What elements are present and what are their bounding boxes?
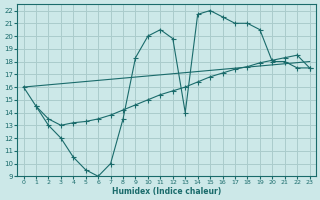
X-axis label: Humidex (Indice chaleur): Humidex (Indice chaleur) — [112, 187, 221, 196]
